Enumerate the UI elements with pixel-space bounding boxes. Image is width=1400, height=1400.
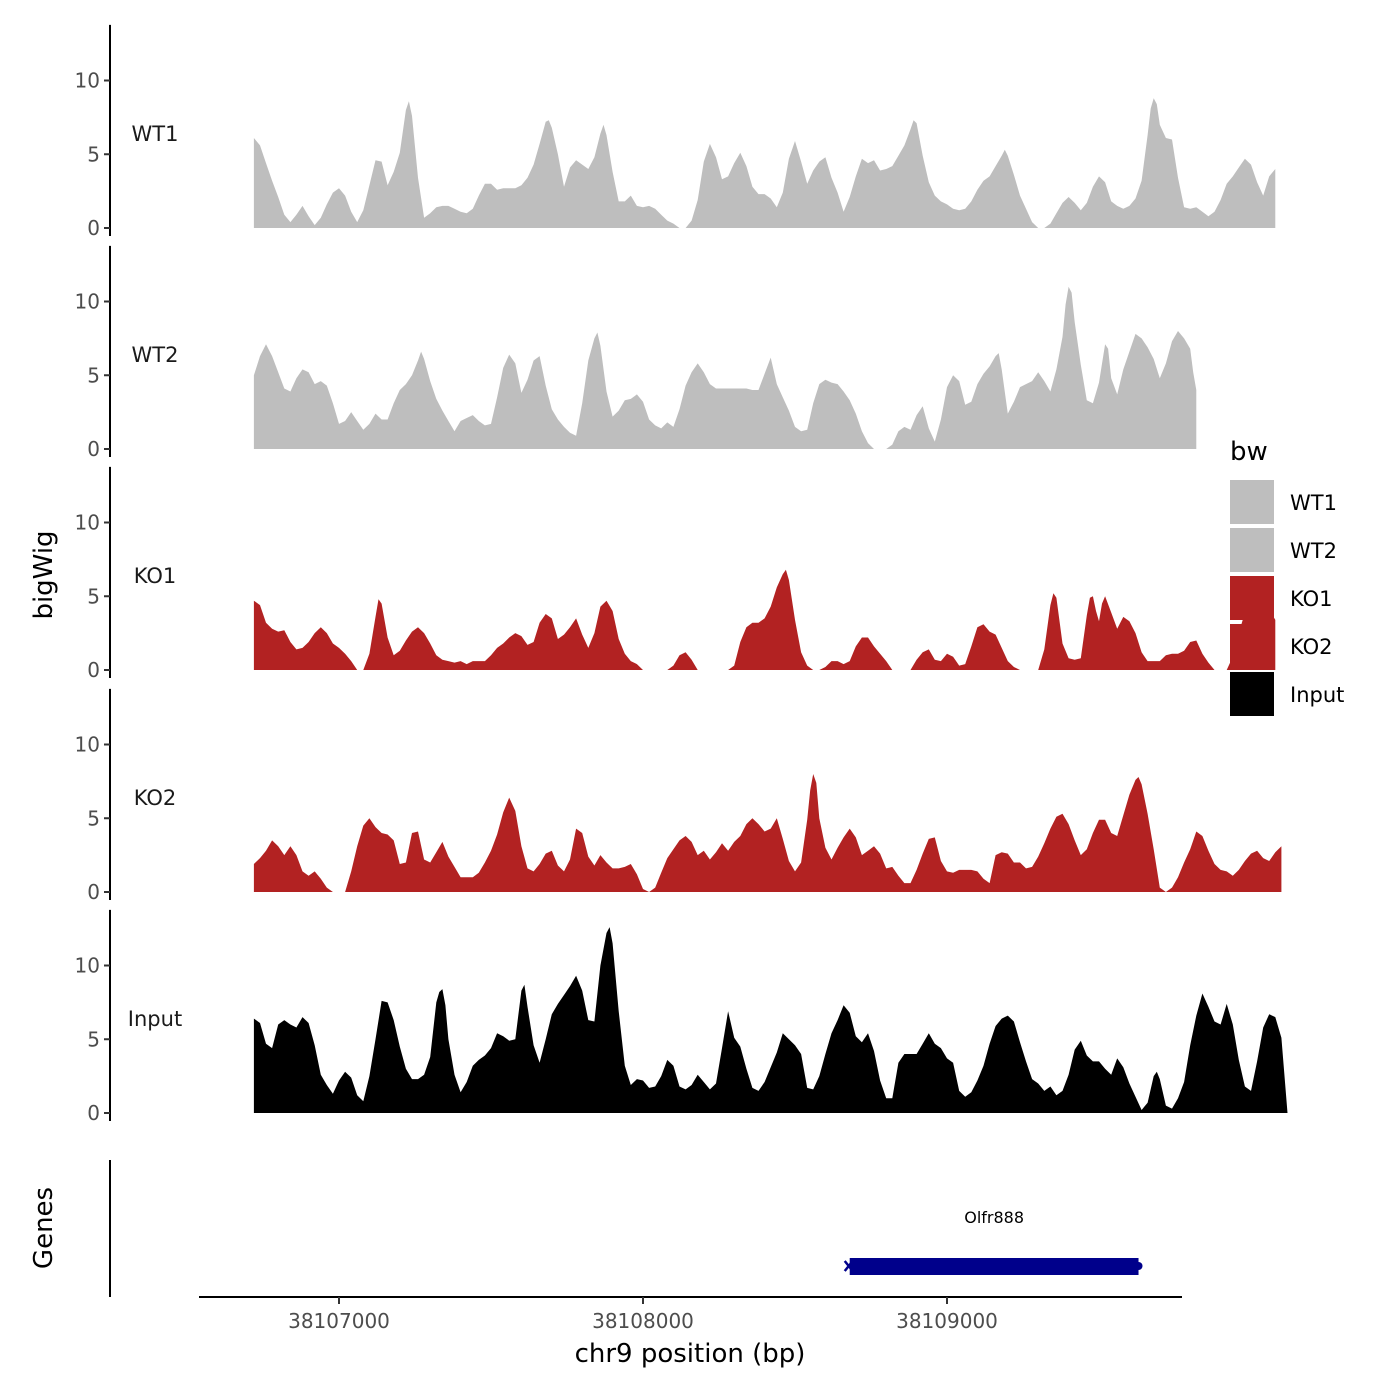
legend-entry-wt2: WT2	[1230, 528, 1337, 572]
legend-label: WT2	[1290, 539, 1337, 563]
gene-end-marker	[1134, 1262, 1143, 1270]
legend-entry-input: Input	[1230, 672, 1344, 716]
y-tick-label: 0	[87, 880, 100, 904]
coverage-area-input	[253, 927, 1288, 1113]
legend-swatch	[1230, 624, 1274, 668]
x-axis: 38107000 38108000 38109000	[199, 1296, 1182, 1333]
coverage-area-wt2	[253, 286, 1197, 449]
legend-label: KO1	[1290, 587, 1333, 611]
track-input: 0 5 10 Input	[75, 909, 1288, 1125]
x-tick-label: 38109000	[896, 1309, 998, 1333]
track-ko1: 0 5 10 KO1	[75, 466, 1276, 682]
genes-panel-title: Genes	[29, 1187, 59, 1269]
track-label: KO1	[134, 564, 177, 588]
legend-label: WT1	[1290, 491, 1337, 515]
y-tick-label: 0	[87, 658, 100, 682]
y-tick-label: 5	[87, 806, 100, 830]
x-tick-label: 38108000	[592, 1309, 694, 1333]
genes-panel: Olfr888	[109, 1160, 1143, 1297]
y-tick-label: 10	[75, 69, 100, 93]
gene-start-marker	[843, 1260, 854, 1272]
y-tick-label: 10	[75, 290, 100, 314]
legend-entry-ko1: KO1	[1230, 576, 1333, 620]
track-ko2: 0 5 10 KO2	[75, 688, 1282, 904]
y-tick-label: 10	[75, 733, 100, 757]
y-tick-label: 0	[87, 216, 100, 240]
coverage-area-wt1	[253, 98, 1276, 228]
legend-swatch	[1230, 480, 1274, 524]
track-label: WT2	[132, 343, 179, 367]
y-tick-label: 0	[87, 437, 100, 461]
legend: bw WT1 WT2 KO1 KO2 Input	[1230, 437, 1344, 716]
x-tick-label: 38107000	[288, 1309, 390, 1333]
y-tick-label: 0	[87, 1101, 100, 1125]
tracks-layer: 0 5 10 WT1 0 5 10 WT2 0 5 10 KO1 0 5 10 KO2 0 5 10 Input	[75, 24, 1288, 1125]
legend-label: Input	[1290, 683, 1344, 707]
gene-label-olfr888: Olfr888	[964, 1208, 1024, 1227]
coverage-area-ko2	[253, 774, 1282, 892]
y-tick-label: 5	[87, 584, 100, 608]
y-tick-label: 10	[75, 954, 100, 978]
y-tick-label: 5	[87, 363, 100, 387]
x-axis-title: chr9 position (bp)	[575, 1339, 806, 1369]
y-axis-title: bigWig	[29, 530, 59, 619]
legend-swatch	[1230, 576, 1274, 620]
coverage-area-ko1	[253, 569, 1276, 670]
legend-swatch	[1230, 528, 1274, 572]
legend-entry-ko2: KO2	[1230, 624, 1333, 668]
gene-body-olfr888	[849, 1258, 1139, 1275]
y-tick-label: 10	[75, 511, 100, 535]
track-label: WT1	[132, 122, 179, 146]
legend-entry-wt1: WT1	[1230, 480, 1337, 524]
track-wt2: 0 5 10 WT2	[75, 245, 1197, 461]
y-tick-label: 5	[87, 1027, 100, 1051]
track-label: KO2	[134, 786, 177, 810]
track-wt1: 0 5 10 WT1	[75, 24, 1276, 240]
legend-swatch	[1230, 672, 1274, 716]
legend-label: KO2	[1290, 635, 1333, 659]
legend-title: bw	[1230, 437, 1268, 467]
y-tick-label: 5	[87, 142, 100, 166]
track-label: Input	[128, 1007, 182, 1031]
